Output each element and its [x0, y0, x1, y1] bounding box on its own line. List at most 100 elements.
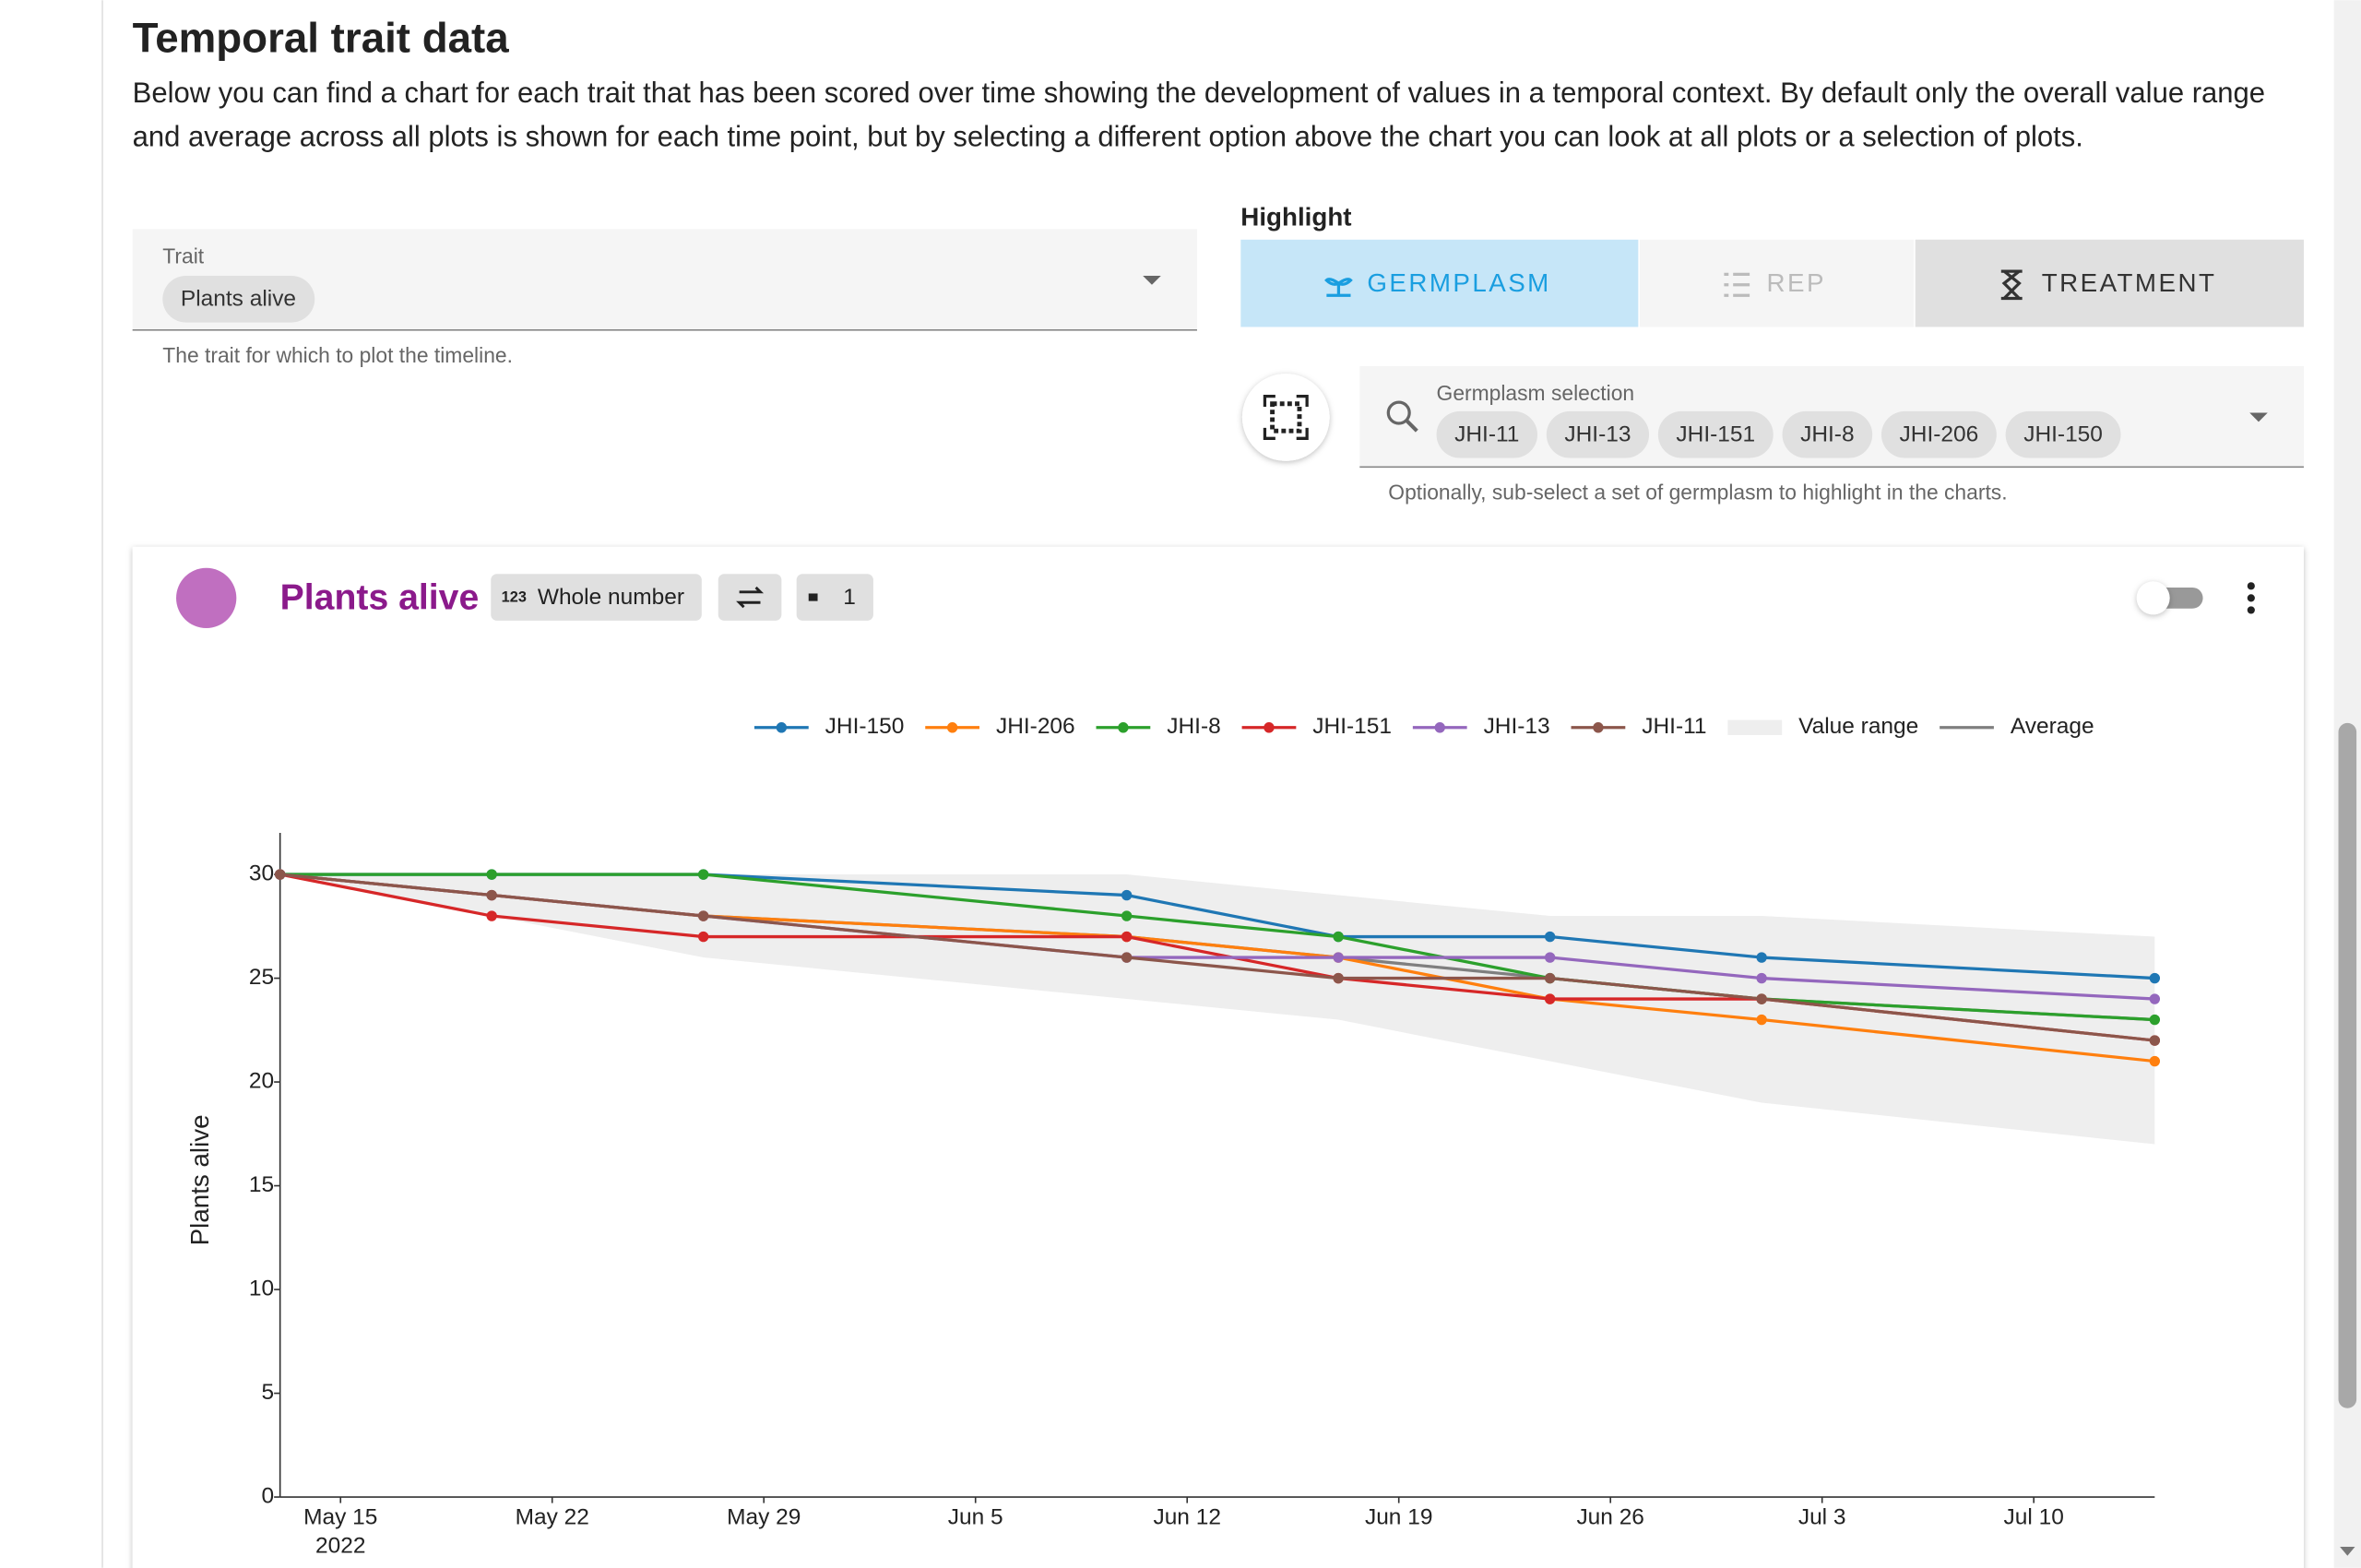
- data-point: [486, 869, 497, 880]
- switch-thumb[interactable]: [2136, 581, 2170, 615]
- search-icon: [1386, 400, 1411, 425]
- legend-label: JHI-150: [825, 714, 905, 739]
- y-tick-label: 15: [249, 1172, 274, 1197]
- legend-label: Value range: [1798, 714, 1918, 739]
- y-tick-label: 30: [249, 861, 274, 886]
- toggle-button[interactable]: [1915, 239, 2304, 327]
- scrollbar-thumb[interactable]: [2338, 722, 2357, 1408]
- field-label: Germplasm selection: [1437, 381, 1635, 405]
- toggle-button[interactable]: [1240, 239, 1639, 327]
- qr-button[interactable]: [1241, 374, 1330, 461]
- data-point: [2149, 993, 2161, 1004]
- description: Below you can find a chart for each trai…: [132, 78, 2266, 154]
- type-label: Whole number: [538, 585, 684, 610]
- swap-button[interactable]: [718, 574, 782, 621]
- trait-color: [176, 567, 237, 629]
- x-tick-label: May 15: [303, 1504, 377, 1529]
- legend-label: JHI-11: [1642, 714, 1706, 739]
- chip[interactable]: [162, 275, 315, 323]
- legend-swatch: [1264, 722, 1275, 733]
- chip[interactable]: [1782, 410, 1873, 458]
- legend-swatch: [946, 722, 958, 733]
- legend-label: JHI-8: [1167, 714, 1220, 739]
- data-point: [2149, 972, 2161, 984]
- search-icon: [1405, 419, 1418, 433]
- x-tick-label: May 29: [727, 1504, 801, 1529]
- helper-text: Optionally, sub-select a set of germplas…: [1388, 481, 2007, 505]
- data-point: [486, 910, 497, 921]
- x-tick-label: May 22: [516, 1504, 589, 1529]
- y-axis-title: Plants alive: [185, 1114, 214, 1245]
- menu-dot[interactable]: [2247, 582, 2255, 590]
- card-title: Plants alive: [280, 577, 480, 617]
- chip[interactable]: [1436, 410, 1538, 458]
- data-point: [1121, 889, 1133, 901]
- legend-label: JHI-206: [996, 714, 1075, 739]
- data-point: [1544, 931, 1556, 943]
- count-icon: [808, 593, 818, 601]
- y-tick-label: 20: [249, 1069, 274, 1094]
- data-point: [1756, 952, 1767, 963]
- button-label: REP: [1767, 268, 1826, 297]
- data-point: [1756, 993, 1767, 1004]
- y-tick-label: 10: [249, 1277, 274, 1301]
- data-point: [1121, 910, 1133, 921]
- chip[interactable]: [1657, 410, 1774, 458]
- treatment-icon: [2000, 269, 2023, 301]
- legend-swatch: [1593, 722, 1604, 733]
- data-point: [2149, 1035, 2161, 1046]
- chart: 0 5 10 15 20 25 30 May 15 2022 May 22 May 29 Jun 5 J…: [185, 714, 2161, 1558]
- dropdown-caret[interactable]: [2249, 412, 2268, 422]
- data-point: [697, 931, 709, 943]
- dropdown-caret[interactable]: [1143, 275, 1161, 285]
- x-tick-label: Jul 10: [2004, 1504, 2064, 1529]
- value-range: [279, 874, 2155, 1145]
- data-point: [1756, 972, 1767, 984]
- data-point: [1544, 952, 1556, 963]
- chip-label: JHI-206: [1900, 422, 1979, 447]
- series-line: [279, 873, 2155, 1042]
- x-tick-label: Jun 26: [1576, 1504, 1643, 1529]
- swap-icon: [736, 586, 765, 609]
- data-point: [486, 889, 497, 901]
- field-label: Trait: [162, 244, 204, 267]
- legend-swatch: [1434, 722, 1445, 733]
- chip[interactable]: [2005, 410, 2121, 458]
- rep-icon: [1724, 272, 1750, 297]
- legend-label: JHI-13: [1484, 714, 1550, 739]
- highlight-label: Highlight: [1240, 202, 1351, 231]
- x-tick-label: Jul 3: [1798, 1504, 1846, 1529]
- data-point: [1121, 931, 1133, 943]
- data-point: [1333, 931, 1344, 943]
- chip-group: JHI-11 JHI-13 JHI-151 JHI-8 JHI-206 JHI-150: [1436, 410, 2121, 458]
- type-badge: [491, 574, 702, 621]
- count-label: 1: [843, 585, 856, 610]
- data-point: [1121, 952, 1133, 963]
- menu-dot[interactable]: [2247, 606, 2255, 614]
- y-tick-label: 25: [249, 965, 274, 990]
- helper-text: The trait for which to plot the timeline…: [162, 343, 513, 367]
- toggle-button[interactable]: [1639, 239, 1915, 327]
- x-tick-label: Jun 5: [948, 1504, 1003, 1529]
- chip-label: JHI-151: [1676, 422, 1755, 447]
- legend-swatch: [1118, 722, 1129, 733]
- data-point: [2149, 1055, 2161, 1067]
- data-point: [697, 869, 709, 880]
- data-point: [1333, 952, 1344, 963]
- chip-label: JHI-13: [1564, 422, 1631, 447]
- scroll-arrow[interactable]: [2340, 1546, 2355, 1556]
- page-title: Temporal trait data: [133, 14, 510, 61]
- chip[interactable]: [1880, 410, 1997, 458]
- chip-label: Plants alive: [181, 287, 296, 312]
- legend-swatch: [776, 722, 788, 733]
- germplasm-icon: [1324, 278, 1353, 297]
- legend-swatch: [1727, 719, 1783, 735]
- menu-dot[interactable]: [2247, 594, 2255, 602]
- data-point: [2149, 1014, 2161, 1026]
- chip[interactable]: [1546, 410, 1650, 458]
- x-year-label: 2022: [315, 1533, 365, 1558]
- button-label: TREATMENT: [2042, 268, 2217, 297]
- chip-label: JHI-11: [1454, 422, 1519, 447]
